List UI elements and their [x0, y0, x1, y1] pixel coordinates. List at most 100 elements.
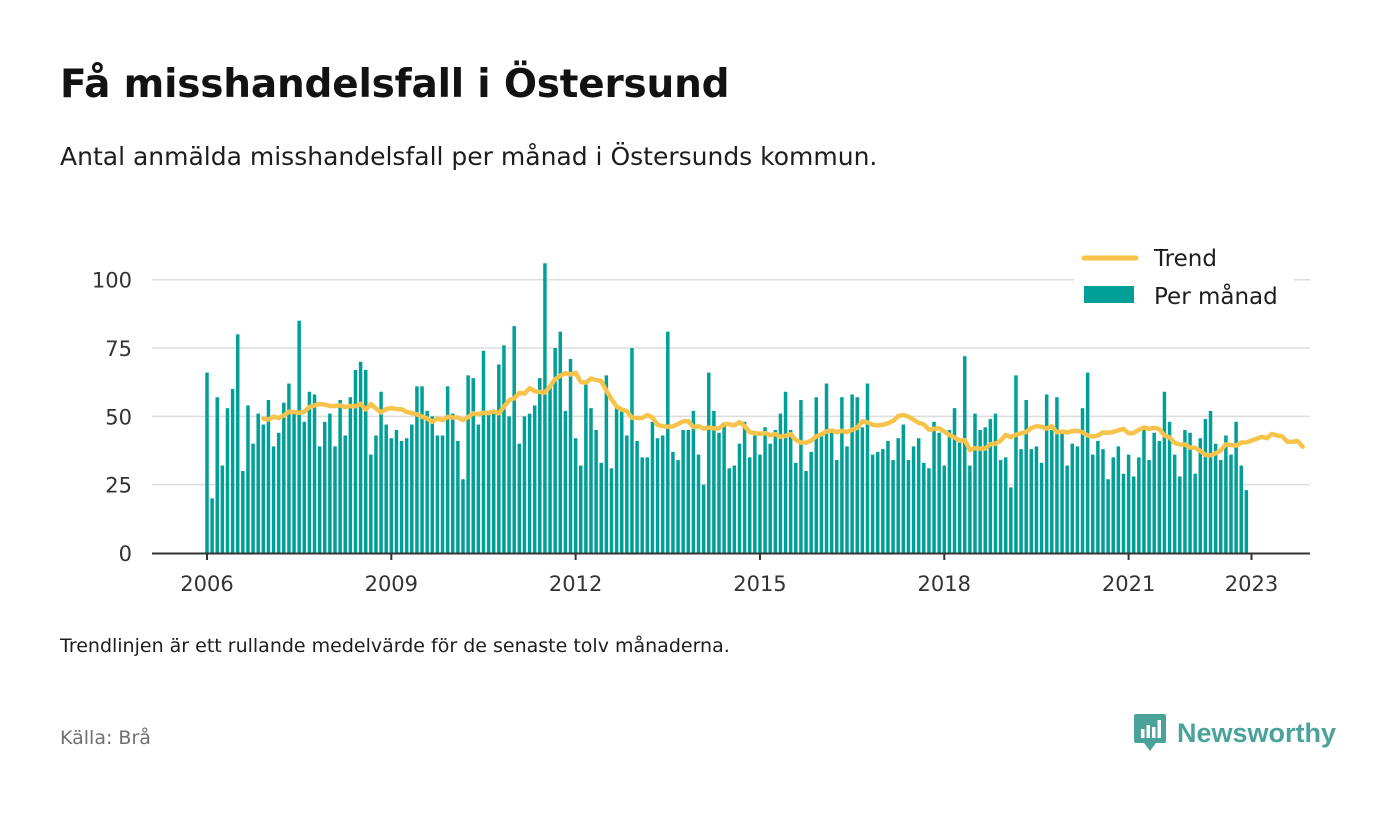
bar: [614, 408, 619, 553]
bar: [589, 408, 593, 553]
bar: [251, 443, 255, 553]
bar: [640, 457, 644, 553]
bar: [619, 410, 624, 553]
bar: [1234, 421, 1238, 553]
bar: [686, 430, 691, 553]
bar: [517, 443, 522, 553]
bar: [210, 498, 214, 553]
x-tick-label: 2012: [549, 572, 602, 596]
bar: [276, 432, 281, 553]
bar: [302, 421, 307, 553]
bar: [333, 446, 337, 553]
bar: [1014, 375, 1018, 553]
bar: [1050, 430, 1054, 553]
bar: [1152, 432, 1156, 553]
bar: [625, 435, 629, 553]
bar: [850, 394, 854, 553]
bar: [712, 410, 716, 553]
bar: [1106, 479, 1110, 553]
bar: [609, 468, 614, 553]
bar: [461, 479, 465, 553]
y-tick-label: 50: [105, 405, 132, 429]
chart-subtitle: Antal anmälda misshandelsfall per månad …: [60, 142, 878, 171]
bar: [568, 358, 573, 553]
bar: [266, 399, 271, 553]
bar: [840, 397, 844, 553]
chart-title: Få misshandelsfall i Östersund: [60, 62, 730, 107]
bar: [425, 410, 429, 553]
bar: [768, 443, 772, 553]
bar: [1188, 432, 1192, 553]
bar: [1178, 476, 1182, 553]
bar: [666, 331, 670, 553]
bar: [389, 438, 394, 553]
bar: [1224, 435, 1228, 553]
bar: [558, 331, 563, 553]
bar: [348, 397, 353, 553]
bar: [1085, 372, 1090, 553]
bar: [573, 438, 578, 553]
bar-series: [205, 263, 1249, 553]
bar: [538, 378, 542, 553]
bar: [783, 391, 788, 553]
bar: [384, 424, 388, 553]
bar: [835, 460, 839, 553]
bar: [1162, 391, 1167, 553]
bar: [404, 438, 409, 553]
y-tick-label: 25: [105, 474, 132, 498]
bar: [778, 413, 783, 553]
x-tick-label: 2018: [918, 572, 971, 596]
bar: [292, 410, 296, 553]
bar: [650, 421, 655, 553]
bar: [973, 413, 977, 553]
bar: [1034, 446, 1039, 553]
bar: [957, 440, 962, 553]
bar: [430, 416, 435, 553]
bar: [271, 446, 276, 553]
bar: [788, 430, 793, 553]
bar: [794, 462, 798, 553]
bar: [727, 468, 731, 553]
bar: [323, 421, 327, 553]
bar: [922, 462, 926, 553]
bar: [307, 391, 312, 553]
bar: [1044, 394, 1049, 553]
bar: [466, 375, 470, 553]
bar: [241, 471, 245, 553]
bar: [491, 410, 496, 553]
bar: [1183, 430, 1187, 553]
bar: [1024, 399, 1028, 553]
bar: [410, 424, 414, 553]
bar: [553, 348, 557, 553]
bar: [845, 446, 849, 553]
x-tick-label: 2021: [1102, 572, 1155, 596]
bar: [1219, 460, 1223, 553]
bar: [753, 435, 757, 553]
newsworthy-logo-text: Newsworthy: [1176, 717, 1336, 748]
bar: [896, 438, 900, 553]
bar: [676, 460, 680, 553]
y-axis-ticks: 0 25 50 75 100: [92, 269, 132, 566]
bar: [363, 369, 368, 553]
bar: [737, 443, 742, 553]
bar: [937, 432, 941, 553]
bar: [1126, 454, 1131, 553]
bar: [809, 451, 813, 553]
bar: [338, 399, 342, 553]
bar: [1244, 490, 1249, 553]
bar: [379, 391, 383, 553]
bar: [358, 361, 363, 553]
bar: [481, 350, 486, 553]
bar: [1131, 476, 1136, 553]
bar: [886, 440, 890, 553]
bar: [1039, 462, 1044, 553]
bar: [476, 424, 481, 553]
bar: [1193, 473, 1197, 553]
bar: [374, 435, 378, 553]
bar: [512, 326, 516, 553]
bar: [584, 383, 588, 553]
bar: [947, 430, 952, 553]
bar: [932, 421, 936, 553]
bar: [399, 440, 404, 553]
